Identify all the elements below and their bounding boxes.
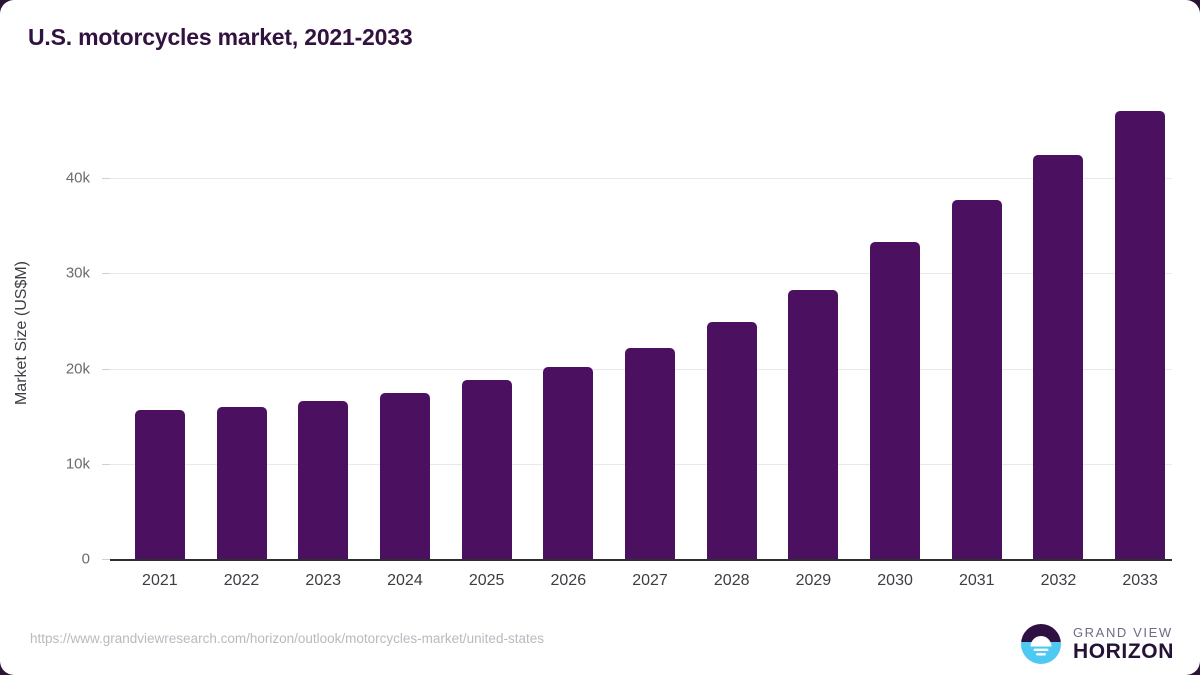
horizon-sun-circle-icon [1020, 624, 1061, 664]
gridline [110, 178, 1172, 179]
logo-wordmark: GRAND VIEW HORIZON [1073, 626, 1174, 662]
y-axis-tick-mark [102, 463, 110, 465]
y-axis-tick-label: 0 [81, 550, 90, 568]
y-axis-tick-mark [102, 368, 110, 370]
bar[interactable] [543, 366, 594, 559]
y-axis-tick-label: 40k [65, 169, 90, 187]
x-axis-tick-label: 2029 [795, 572, 832, 589]
bar[interactable] [870, 241, 921, 559]
x-axis-tick-label: 2030 [877, 572, 913, 589]
bar[interactable] [134, 410, 185, 559]
bar[interactable] [706, 321, 757, 559]
x-axis-tick-label: 2031 [958, 572, 995, 589]
x-axis-tick-label: 2022 [223, 572, 260, 589]
x-axis-tick-label: 2021 [142, 572, 178, 589]
y-axis-tick-mark [102, 178, 110, 179]
bar[interactable] [951, 199, 1002, 559]
x-axis-tick-label: 2025 [468, 572, 505, 589]
logo-line-grand-view: GRAND VIEW [1072, 625, 1173, 640]
source-url[interactable]: https://www.grandviewresearch.com/horizo… [30, 631, 544, 646]
x-axis-line [110, 559, 1172, 561]
plot-area: 2021 2022 2023 2024 2025 2026 2027 2028 2029 2030… [110, 90, 1172, 589]
gridline [110, 273, 1172, 275]
x-axis-tick-label: 2023 [305, 572, 342, 589]
bar[interactable] [216, 406, 267, 559]
bar[interactable] [788, 290, 839, 559]
logo-line-horizon: HORIZON [1072, 640, 1174, 663]
page-title: U.S. motorcycles market, 2021-2033 [28, 24, 413, 50]
bar[interactable] [461, 379, 512, 559]
y-axis-tick-mark [102, 559, 110, 560]
bar[interactable] [379, 393, 430, 559]
grand-view-horizon-logo[interactable]: GRAND VIEW HORIZON [1020, 622, 1174, 666]
x-axis-tick-label: 2033 [1122, 572, 1158, 589]
bar[interactable] [1033, 155, 1084, 559]
y-axis-tick-label: 10k [65, 455, 90, 473]
bar[interactable] [1115, 111, 1166, 559]
x-axis-tick-label: 2026 [550, 572, 587, 589]
x-axis-tick-label: 2024 [387, 572, 423, 589]
y-axis: Market Size (US$M) [13, 90, 49, 559]
y-axis-tick-label: 20k [65, 360, 90, 377]
x-axis-tick-label: 2032 [1040, 572, 1077, 589]
y-axis-tick-mark [102, 273, 110, 275]
x-axis-tick-label: 2027 [632, 572, 668, 589]
x-axis-tick-label: 2028 [713, 572, 750, 589]
bar[interactable] [298, 400, 349, 559]
y-axis-tick-label: 30k [65, 264, 90, 282]
bar[interactable] [625, 347, 675, 559]
